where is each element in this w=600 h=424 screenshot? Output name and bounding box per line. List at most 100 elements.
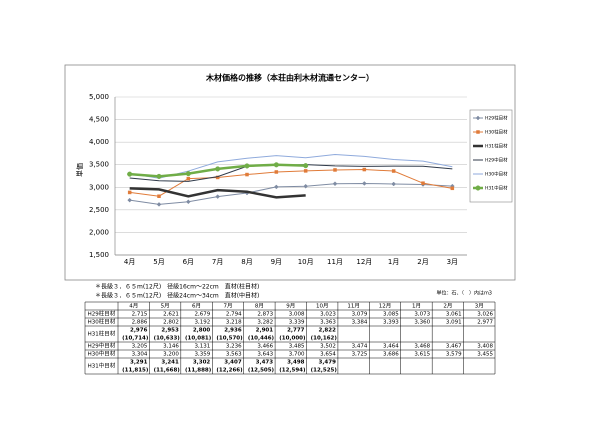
table-cell: 3,502	[320, 344, 336, 350]
table-row-label: H30柱目材	[88, 318, 116, 326]
table-cell: 3,474	[352, 344, 368, 350]
table-cell: 2,715	[132, 312, 148, 318]
table-header: 12月	[379, 303, 392, 310]
x-tick-label: 7月	[212, 258, 223, 266]
legend-label: H29中目材	[485, 157, 508, 164]
point	[332, 181, 338, 187]
table-cell: 3,061	[446, 312, 462, 318]
table-cell: 2,936	[224, 328, 242, 334]
table-cell: (10,081)	[185, 336, 212, 342]
y-tick-label: 4,500	[89, 116, 109, 124]
table-cell: 3,192	[195, 320, 211, 326]
chart-frame	[64, 64, 516, 281]
table-cell: 3,466	[257, 344, 273, 350]
legend-label: H30柱目材	[485, 129, 508, 136]
point	[185, 199, 191, 205]
point	[215, 166, 221, 172]
table-cell: 2,800	[193, 328, 211, 334]
table-cell: (10,162)	[311, 336, 338, 342]
point	[421, 181, 425, 185]
point	[127, 190, 132, 195]
legend-marker	[475, 185, 481, 191]
x-tick-label: 6月	[183, 258, 194, 266]
legend-marker	[475, 115, 481, 121]
point	[333, 168, 337, 172]
y-tick-label: 2,500	[89, 206, 109, 214]
table-cell: 2,953	[161, 328, 179, 334]
x-tick-label: 11月	[327, 258, 343, 266]
table-cell: 3,304	[132, 352, 148, 358]
note: ＊長級３．６５m(12尺) 径級16cm～22cm 直材(柱目材)	[95, 283, 259, 291]
point	[245, 172, 249, 177]
table-cell: 2,977	[477, 320, 493, 326]
table-row-label: H31中目材	[88, 362, 116, 370]
table-cell: 3,131	[195, 344, 211, 350]
series-line	[129, 187, 306, 199]
table-header: 5月	[161, 303, 170, 310]
table-cell: 2,621	[163, 312, 179, 318]
point	[303, 183, 309, 189]
point	[185, 171, 191, 177]
point	[303, 163, 309, 169]
point	[156, 173, 162, 179]
table-cell: 3,091	[446, 320, 462, 326]
table-cell: 3,654	[320, 352, 336, 358]
note: ＊長級３．６５m(12尺) 径級24cm～34cm 直材(中目材)	[95, 292, 259, 300]
table-row-label: H29中目材	[88, 342, 116, 350]
legend-marker	[476, 130, 480, 134]
x-tick-label: 9月	[271, 258, 282, 266]
table-cell: 3,579	[446, 352, 462, 358]
table-cell: 3,393	[383, 320, 399, 326]
point	[215, 194, 221, 199]
table-cell: (10,633)	[154, 336, 181, 342]
table-row-label: H29柱目材	[88, 310, 116, 318]
table-header: 9月	[286, 303, 295, 310]
table-header: 10月	[316, 303, 329, 310]
point	[127, 197, 133, 203]
table-cell: 3,485	[289, 344, 305, 350]
table-row-label: H30中目材	[88, 350, 116, 358]
table-header: 1月	[412, 303, 421, 310]
table-cell: 2,794	[226, 312, 242, 318]
y-axis-label: 単価	[75, 163, 84, 177]
table-cell: (10,000)	[279, 336, 306, 342]
table-cell: 2,679	[195, 312, 211, 318]
y-tick-label: 3,000	[89, 183, 109, 191]
table-cell: 3,073	[414, 312, 430, 318]
table-cell: 3,615	[414, 352, 430, 358]
table-cell: 2,901	[256, 328, 274, 334]
point	[244, 163, 250, 169]
table-cell: 3,085	[383, 312, 399, 318]
x-tick-label: 4月	[124, 258, 135, 266]
table-row-label: H31柱目材	[88, 330, 116, 338]
table-cell: 3,473	[256, 360, 274, 366]
table-cell: 3,146	[163, 344, 179, 350]
table-cell: 3,686	[383, 352, 399, 358]
table-header: 6月	[192, 303, 201, 310]
table-cell: 3,339	[289, 320, 305, 326]
y-tick-label: 5,000	[89, 93, 109, 101]
table-cell: 3,302	[193, 360, 211, 366]
series-line	[129, 154, 453, 179]
x-tick-label: 3月	[447, 258, 458, 266]
table-cell: 3,363	[320, 320, 336, 326]
table-cell: (12,525)	[311, 368, 338, 374]
table-header: 11月	[347, 303, 360, 310]
table-header: 3月	[475, 303, 484, 310]
table-cell: 3,725	[352, 352, 368, 358]
table-cell: 3,359	[195, 352, 211, 358]
table-cell: (10,570)	[216, 336, 243, 342]
point	[186, 176, 191, 181]
point	[273, 162, 279, 168]
table-cell: (12,594)	[279, 368, 306, 374]
point	[127, 171, 133, 177]
table-cell: 3,643	[257, 352, 273, 358]
table-cell: (10,714)	[122, 336, 149, 342]
x-tick-label: 1月	[388, 258, 399, 266]
table-cell: 3,023	[320, 312, 336, 318]
table-cell: 3,700	[289, 352, 305, 358]
y-tick-label: 3,500	[89, 161, 109, 169]
chart-title: 木材価格の推移（本荘由利木材流通センター）	[205, 73, 374, 83]
table-cell: 3,079	[352, 312, 368, 318]
